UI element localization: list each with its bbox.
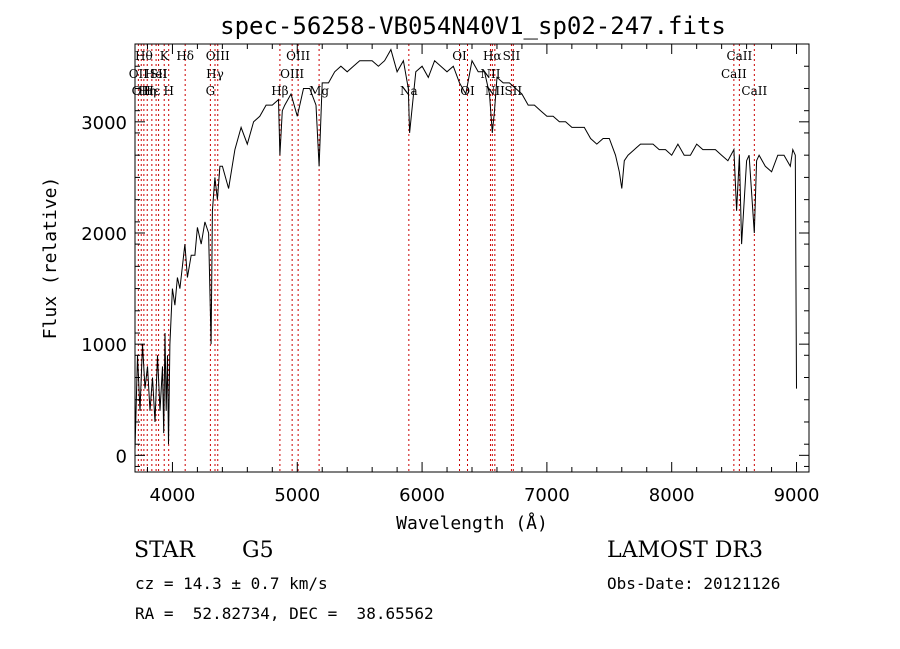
x-tick-label: 7000 <box>524 485 570 506</box>
spectral-line-label: Hα <box>483 49 502 63</box>
y-tick-label: 2000 <box>81 224 127 245</box>
spectral-line-label: CaII <box>726 49 752 63</box>
spectral-line-label: SII <box>150 67 168 81</box>
plot-frame <box>134 43 810 473</box>
y-tick-label: 3000 <box>81 113 127 134</box>
x-tick-label: 4000 <box>150 485 196 506</box>
spectral-line-label: OII <box>132 84 152 98</box>
x-tick-label: 5000 <box>274 485 320 506</box>
spectral-line-label: Hγ <box>206 67 224 81</box>
spectral-line-label: HeI <box>145 67 168 81</box>
y-axis-label: Flux (relative) <box>40 177 61 340</box>
spectral-line-label: H <box>163 84 173 98</box>
spectral-line-label: NII <box>480 67 500 81</box>
spectrum-line <box>134 48 797 450</box>
chart-title: spec-56258-VB054N40V1_sp02-247.fits <box>220 12 726 40</box>
survey-name: LAMOST DR3 <box>607 538 763 563</box>
x-axis-ticks: 4000 5000 6000 7000 8000 9000 <box>146 44 820 506</box>
spectral-line-label: Hθ <box>135 49 153 63</box>
spectral-line-label: SII <box>503 49 521 63</box>
x-axis-label: Wavelength (Å) <box>396 512 548 534</box>
redshift-text: cz = 14.3 ± 0.7 km/s <box>135 574 328 593</box>
spectral-line-label: SII <box>504 84 522 98</box>
spectral-line-markers <box>137 44 755 472</box>
spectral-line-label: G <box>206 84 216 98</box>
spectral-line-label: K <box>160 49 170 63</box>
spectral-line-label: Mg <box>309 84 329 98</box>
spectral-line-label: OIII <box>286 49 310 63</box>
obs-date: Obs-Date: 20121126 <box>607 574 781 593</box>
spectral-line-label: OI <box>452 49 467 63</box>
x-tick-label: 6000 <box>399 485 445 506</box>
spectral-line-label: Hδ <box>176 49 194 63</box>
spectral-line-labels: OIIOIIHθHηHεHeISIIKHHδGHγOIIIHβOIIIOIIIM… <box>129 49 768 98</box>
spectrum-chart: spec-56258-VB054N40V1_sp02-247.fits OII O… <box>40 12 820 534</box>
spectral-line-label: Hη <box>138 84 156 98</box>
spectral-line-label: OIII <box>280 67 304 81</box>
object-class: STAR <box>134 538 195 563</box>
spectral-line-label: Hβ <box>271 84 288 98</box>
x-tick-label: 9000 <box>774 485 820 506</box>
y-tick-label: 1000 <box>81 335 127 356</box>
y-axis-ticks: 0 1000 2000 3000 <box>81 65 809 467</box>
spectral-line-label: CaII <box>741 84 767 98</box>
x-tick-label: 8000 <box>649 485 695 506</box>
subclass: G5 <box>242 538 274 563</box>
coordinates-text: RA = 52.82734, DEC = 38.65562 <box>135 604 434 623</box>
spectral-line-label: Hε <box>144 84 161 98</box>
spectral-line-label: OI <box>460 84 475 98</box>
spectral-line-label: OIII <box>206 49 230 63</box>
y-tick-label: 0 <box>116 446 127 467</box>
spectral-line-label: OII <box>129 67 149 81</box>
spectral-line-label: CaII <box>721 67 747 81</box>
